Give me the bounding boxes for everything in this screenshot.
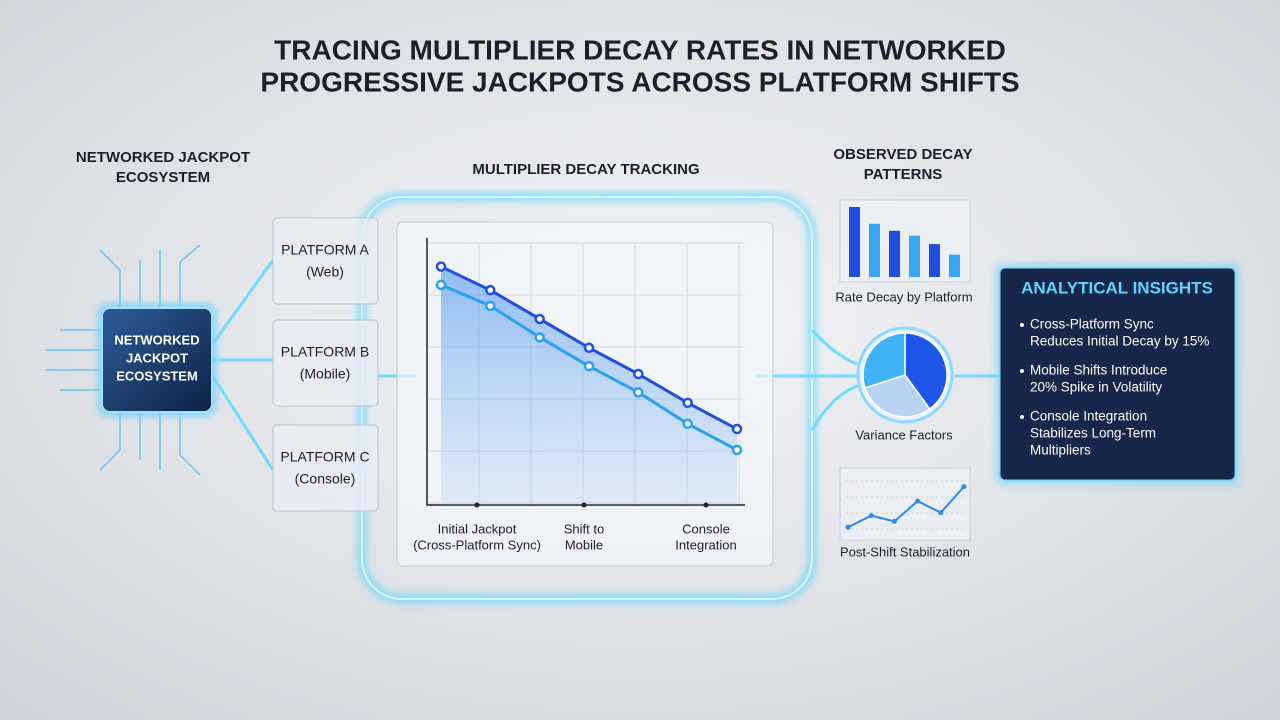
- point: [682, 418, 693, 430]
- insight-text: Reduces Initial Decay by 15%: [1030, 334, 1209, 349]
- point: [485, 300, 496, 312]
- line-panel: [839, 467, 971, 541]
- point: [845, 524, 851, 530]
- bullet: [1020, 323, 1024, 327]
- platform-sub: (Console): [295, 471, 356, 487]
- bar: [849, 207, 860, 277]
- chart-label: Post-Shift Stabilization: [840, 544, 970, 559]
- platform-name: PLATFORM C: [280, 449, 369, 465]
- section-heading: NETWORKED JACKPOT: [76, 149, 250, 166]
- point: [534, 313, 545, 325]
- pie-slice: [904, 332, 948, 411]
- point: [583, 342, 595, 354]
- point: [961, 484, 967, 490]
- insight-text: Multipliers: [1030, 443, 1091, 458]
- chip-label: NETWORKED: [114, 332, 199, 347]
- pie-slice: [864, 374, 931, 418]
- chart-label: Rate Decay by Platform: [835, 289, 972, 304]
- point: [731, 444, 743, 456]
- bullet: [1020, 415, 1024, 419]
- point: [534, 332, 545, 343]
- platform-sub: (Mobile): [300, 366, 351, 382]
- bullet: [1020, 369, 1024, 373]
- x-label: Integration: [675, 537, 736, 552]
- point: [891, 518, 897, 524]
- chip-label: JACKPOT: [126, 350, 188, 365]
- bar: [869, 223, 880, 277]
- x-label: (Cross-Platform Sync): [413, 537, 541, 552]
- platform-card: [272, 217, 379, 305]
- point: [938, 510, 944, 516]
- point: [868, 513, 874, 519]
- section-heading: ECOSYSTEM: [116, 169, 210, 186]
- point: [435, 261, 447, 272]
- bar-panel: [839, 199, 971, 283]
- chart-label: Variance Factors: [855, 427, 953, 442]
- x-label: Console: [682, 521, 730, 536]
- x-tick: [581, 502, 587, 508]
- point: [633, 387, 644, 398]
- point: [485, 284, 496, 296]
- pie-slice: [862, 332, 906, 389]
- platform-card: [272, 424, 379, 512]
- section-heading: PATTERNS: [864, 166, 943, 183]
- platform-name: PLATFORM B: [281, 344, 369, 360]
- x-label: Initial Jackpot: [438, 521, 517, 536]
- insights-box: [999, 267, 1236, 481]
- bar: [889, 230, 900, 277]
- platform-name: PLATFORM A: [281, 242, 369, 258]
- bar: [929, 244, 940, 277]
- insights-title: ANALYTICAL INSIGHTS: [1021, 278, 1213, 297]
- x-tick: [474, 502, 480, 508]
- bar: [949, 254, 960, 277]
- title-line: TRACING MULTIPLIER DECAY RATES IN NETWOR…: [274, 34, 1006, 65]
- stability-line: [847, 485, 965, 529]
- area: [441, 266, 737, 505]
- chip: [101, 307, 213, 413]
- x-label: Mobile: [565, 537, 603, 552]
- bar: [909, 235, 920, 277]
- chip-label: ECOSYSTEM: [116, 368, 198, 383]
- circuit: [45, 244, 201, 476]
- insight-text: Console Integration: [1030, 409, 1147, 424]
- insight-text: 20% Spike in Volatility: [1030, 380, 1162, 395]
- insight-text: Cross-Platform Sync: [1030, 317, 1154, 332]
- point: [435, 279, 447, 291]
- point: [583, 360, 595, 372]
- point: [633, 368, 644, 380]
- point: [682, 397, 693, 409]
- platform-card: [272, 319, 379, 407]
- insight-text: Stabilizes Long-Term: [1030, 426, 1156, 441]
- title-line: PROGRESSIVE JACKPOTS ACROSS PLATFORM SHI…: [260, 66, 1019, 97]
- x-tick: [703, 502, 709, 508]
- point: [915, 498, 921, 504]
- x-label: Shift to: [564, 521, 604, 536]
- insight-text: Mobile Shifts Introduce: [1030, 363, 1167, 378]
- section-heading: OBSERVED DECAY: [833, 146, 972, 163]
- platform-sub: (Web): [306, 264, 344, 280]
- section-heading: MULTIPLIER DECAY TRACKING: [472, 161, 699, 178]
- point: [731, 423, 743, 435]
